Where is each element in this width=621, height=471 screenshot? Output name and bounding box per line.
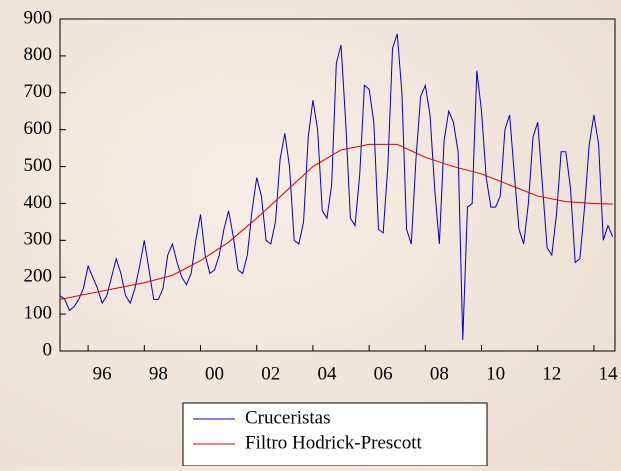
x-tick-label: 06 xyxy=(374,363,393,384)
y-tick-label: 600 xyxy=(24,118,53,139)
x-tick-label: 10 xyxy=(486,363,505,384)
legend-label: Cruceristas xyxy=(245,407,330,428)
x-tick-label: 04 xyxy=(317,363,337,384)
y-tick-label: 700 xyxy=(24,81,53,102)
legend-label: Filtro Hodrick-Prescott xyxy=(245,432,423,453)
x-tick-label: 14 xyxy=(598,363,618,384)
y-tick-label: 0 xyxy=(43,339,53,360)
plot-frame xyxy=(59,18,616,352)
x-tick-label: 02 xyxy=(261,363,280,384)
series-line xyxy=(59,33,614,340)
x-tick-label: 00 xyxy=(205,363,224,384)
y-tick-label: 800 xyxy=(24,44,53,65)
y-tick-label: 900 xyxy=(24,7,53,28)
y-tick-label: 300 xyxy=(24,229,53,250)
x-tick-label: 98 xyxy=(149,363,168,384)
x-tick-label: 08 xyxy=(430,363,449,384)
y-tick-label: 500 xyxy=(24,155,53,176)
y-tick-label: 400 xyxy=(24,192,53,213)
y-tick-label: 200 xyxy=(24,266,53,287)
y-tick-label: 100 xyxy=(24,302,53,323)
x-tick-label: 96 xyxy=(93,363,112,384)
legend-box xyxy=(182,402,488,467)
x-tick-label: 12 xyxy=(542,363,561,384)
series-line xyxy=(59,143,613,300)
